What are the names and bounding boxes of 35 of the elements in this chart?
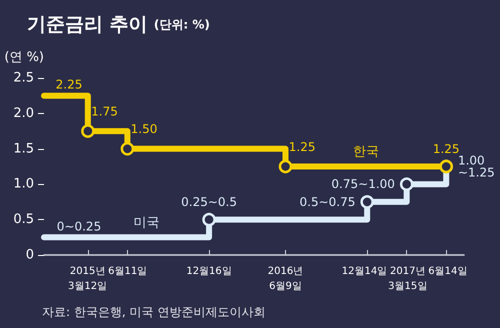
x-tick-label: 6월11일 bbox=[108, 266, 148, 277]
data-label: 1.50 bbox=[130, 122, 158, 136]
y-tick-label: 1.5 bbox=[13, 141, 34, 156]
data-label: 0~0.25 bbox=[56, 219, 102, 234]
data-label: 1.75 bbox=[91, 104, 118, 118]
series-label: 한국 bbox=[352, 144, 379, 160]
x-tick-label: 6월14일 bbox=[428, 266, 468, 277]
x-tick-label: 2015년 3월12일 bbox=[68, 266, 108, 292]
y-tick-label: 2.0 bbox=[13, 106, 34, 121]
data-label: 0.25~0.5 bbox=[181, 194, 237, 209]
data-label: 0.5~0.75 bbox=[300, 194, 356, 209]
text: 자료: 한국은행, 미국 연방준비제도이사회 bbox=[42, 305, 266, 319]
chart-title: 기준금리 추이 bbox=[27, 14, 148, 36]
y-tick-label: 1.0 bbox=[13, 176, 34, 192]
data-label: 1.25 bbox=[288, 140, 316, 154]
point bbox=[278, 160, 292, 174]
point bbox=[360, 195, 374, 209]
y-tick-label: 0 bbox=[26, 248, 34, 262]
y-tick-label: 0.5 bbox=[13, 212, 34, 228]
y-axis-title: (연 %) bbox=[4, 50, 44, 65]
point bbox=[81, 124, 95, 138]
point bbox=[202, 212, 216, 226]
x-tick-label: 12월14일 bbox=[342, 266, 388, 277]
point bbox=[400, 177, 414, 191]
x-tick-label: 2017년 3월15일 bbox=[388, 266, 428, 292]
x-tick-label: 12월16일 bbox=[186, 266, 232, 277]
data-label: 1.00 ~1.25 bbox=[458, 154, 495, 180]
series-label: 미국 bbox=[134, 215, 160, 230]
x-tick-label: 2016년 6월9일 bbox=[268, 266, 304, 292]
y-tick-label: 2.5 bbox=[13, 70, 34, 86]
data-label: 0.75~1.00 bbox=[331, 177, 395, 192]
data-label: 2.25 bbox=[56, 78, 82, 92]
point bbox=[120, 142, 134, 156]
chart-subtitle: (단위: %) bbox=[154, 18, 210, 32]
data-label: 1.25 bbox=[432, 142, 460, 156]
